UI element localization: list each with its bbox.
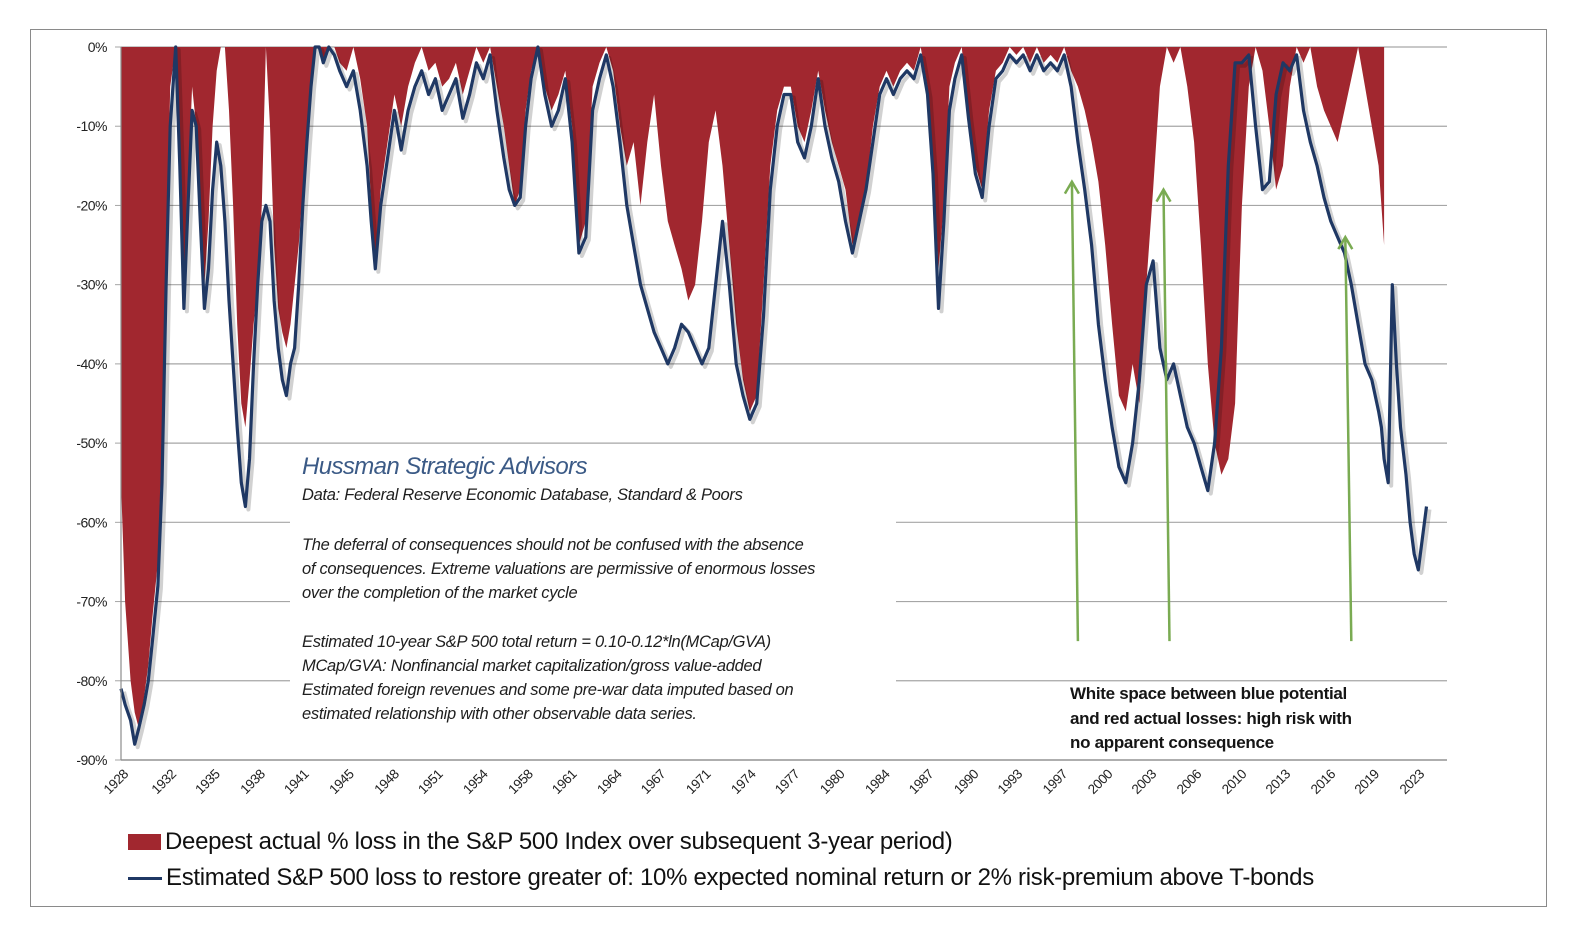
legend-item-potential: Estimated S&P 500 loss to restore greate… xyxy=(128,864,1314,892)
x-tick-label: 1935 xyxy=(192,767,222,797)
arrow-head xyxy=(1155,187,1172,203)
x-tick-label: 1987 xyxy=(906,767,936,797)
potential-line xyxy=(119,45,1429,746)
callout-line: no apparent consequence xyxy=(1070,733,1274,752)
x-tick-label: 1951 xyxy=(415,767,445,797)
annotation-text: Estimated foreign revenues and some pre-… xyxy=(302,681,794,699)
x-tick-label: 1954 xyxy=(460,766,491,797)
y-tick-label: -20% xyxy=(76,197,107,213)
y-tick-label: -50% xyxy=(76,435,107,451)
x-tick-label: 1980 xyxy=(817,767,847,797)
x-tick-label: 1971 xyxy=(683,767,713,797)
annotation-text: over the completion of the market cycle xyxy=(302,584,578,602)
x-tick-label: 1961 xyxy=(549,767,579,797)
loss-area-layer xyxy=(121,47,1385,729)
y-tick-label: -60% xyxy=(76,514,107,530)
loss-area xyxy=(121,47,1385,729)
x-tick-label: 1993 xyxy=(995,767,1025,797)
arrow-head xyxy=(1063,179,1080,195)
y-tick-label: 0% xyxy=(88,39,107,55)
x-tick-label: 1997 xyxy=(1040,767,1070,797)
y-tick-label: -10% xyxy=(76,118,107,134)
callout-text: White space between blue potential and r… xyxy=(1070,682,1352,756)
annotation-title: Hussman Strategic Advisors xyxy=(302,453,588,480)
y-tick-label: -90% xyxy=(76,752,107,768)
x-tick-label: 2010 xyxy=(1219,767,1249,797)
y-tick-label: -40% xyxy=(76,356,107,372)
x-tick-label: 1948 xyxy=(371,767,401,797)
x-tick-label: 2003 xyxy=(1129,767,1159,797)
annotation-formula: Estimated 10-year S&P 500 total return =… xyxy=(302,633,771,651)
legend-swatch-red xyxy=(128,834,161,850)
y-tick-label: -80% xyxy=(76,673,107,689)
annotation-text: estimated relationship with other observ… xyxy=(302,705,697,723)
x-tick-labels: 1928 1932 1935 1938 1941 1945 1948 1951 1954 1958… xyxy=(101,766,1427,797)
potential-line-shadow xyxy=(122,48,1432,750)
x-tick-label: 2013 xyxy=(1263,767,1293,797)
annotation-source: Data: Federal Reserve Economic Database,… xyxy=(302,486,743,504)
x-tick-label: 1964 xyxy=(594,766,625,797)
x-tick-label: 1958 xyxy=(505,767,535,797)
x-tick-label: 2000 xyxy=(1085,767,1115,797)
arrow-shaft xyxy=(1162,189,1171,642)
axes xyxy=(120,47,1447,761)
potential-line-layer xyxy=(119,45,1432,750)
x-tick-label: 1977 xyxy=(772,767,802,797)
x-tick-label: 1928 xyxy=(101,767,131,797)
x-tick-label: 2019 xyxy=(1351,767,1381,797)
legend-swatch-line xyxy=(128,876,162,880)
x-tick-label: 1941 xyxy=(281,767,311,797)
x-tick-label: 1967 xyxy=(638,767,668,797)
legend-item-loss: Deepest actual % loss in the S&P 500 Ind… xyxy=(128,828,953,856)
x-tick-label: 1984 xyxy=(862,766,893,797)
y-tick-label: -30% xyxy=(76,277,107,293)
x-tick-label: 1990 xyxy=(951,767,981,797)
y-tick-labels: 0% -10% -20% -30% -40% -50% -60% -70% -80% -90% xyxy=(76,39,107,768)
annotation-text: MCap/GVA: Nonfinancial market capitaliza… xyxy=(302,657,762,675)
annotation-text: The deferral of consequences should not … xyxy=(302,536,804,554)
x-tick-label: 2016 xyxy=(1308,767,1338,797)
x-tick-label: 1945 xyxy=(326,767,356,797)
x-tick-label: 1932 xyxy=(149,767,179,797)
arrow-shaft xyxy=(1070,181,1080,642)
arrow-head xyxy=(1337,234,1354,250)
annotation-text: of consequences. Extreme valuations are … xyxy=(302,560,816,578)
annotation-box xyxy=(290,448,896,738)
legend-label-potential: Estimated S&P 500 loss to restore greate… xyxy=(166,864,1314,891)
y-tick-label: -70% xyxy=(76,594,107,610)
x-tick-label: 1974 xyxy=(728,766,759,797)
arrow-shaft xyxy=(1344,237,1353,642)
callout-line: White space between blue potential xyxy=(1070,684,1347,703)
x-tick-label: 2023 xyxy=(1397,767,1427,797)
x-tick-label: 1938 xyxy=(237,767,267,797)
x-tick-label: 2006 xyxy=(1174,767,1204,797)
legend-label-loss: Deepest actual % loss in the S&P 500 Ind… xyxy=(165,828,953,855)
callout-line: and red actual losses: high risk with xyxy=(1070,708,1352,728)
